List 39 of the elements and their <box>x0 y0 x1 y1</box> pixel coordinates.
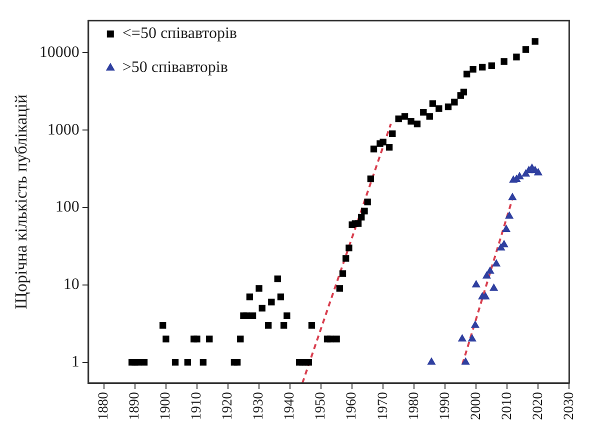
point <box>481 292 490 300</box>
x-tick-label: 2030 <box>562 392 577 420</box>
point <box>458 334 466 342</box>
y-tick-label: 10000 <box>39 44 80 61</box>
x-tick-label: 2020 <box>530 392 546 420</box>
point <box>534 168 542 176</box>
y-tick-label: 1 <box>71 353 80 370</box>
point <box>508 193 516 200</box>
x-tick-label: 1950 <box>314 392 329 420</box>
x-tick-label: 2000 <box>468 392 484 420</box>
x-tick-label: 2010 <box>500 392 515 420</box>
x-tick-label: 1920 <box>220 392 236 420</box>
x-tick-label: 1910 <box>190 392 205 420</box>
x-tick-label: 1880 <box>96 392 112 420</box>
x-tick-label: 1940 <box>282 392 298 420</box>
point <box>505 212 514 219</box>
x-tick-label: 1980 <box>406 392 422 420</box>
point <box>502 224 510 232</box>
x-tick-label: 1930 <box>252 392 267 420</box>
y-tick-label: 10 <box>63 276 80 294</box>
y-tick-label: 100 <box>55 198 80 216</box>
x-tick-label: 1960 <box>344 392 360 420</box>
x-tick-label: 1990 <box>438 392 453 420</box>
x-tick-label: 1900 <box>158 392 174 420</box>
point <box>462 358 470 365</box>
legend-label: >50 співавторів <box>122 59 228 76</box>
point <box>472 280 480 288</box>
point <box>490 284 498 291</box>
y-tick-label: 1000 <box>47 121 80 138</box>
y-axis-title: Щорічна кількість публікацій <box>12 94 31 310</box>
legend-label: <=50 співавторів <box>122 25 238 42</box>
point <box>428 358 436 365</box>
point <box>468 334 476 342</box>
point <box>471 320 480 328</box>
point <box>492 260 500 267</box>
point <box>482 272 491 279</box>
x-tick-label: 1970 <box>376 392 391 420</box>
x-tick-label: 1890 <box>128 392 143 420</box>
point <box>486 266 494 274</box>
